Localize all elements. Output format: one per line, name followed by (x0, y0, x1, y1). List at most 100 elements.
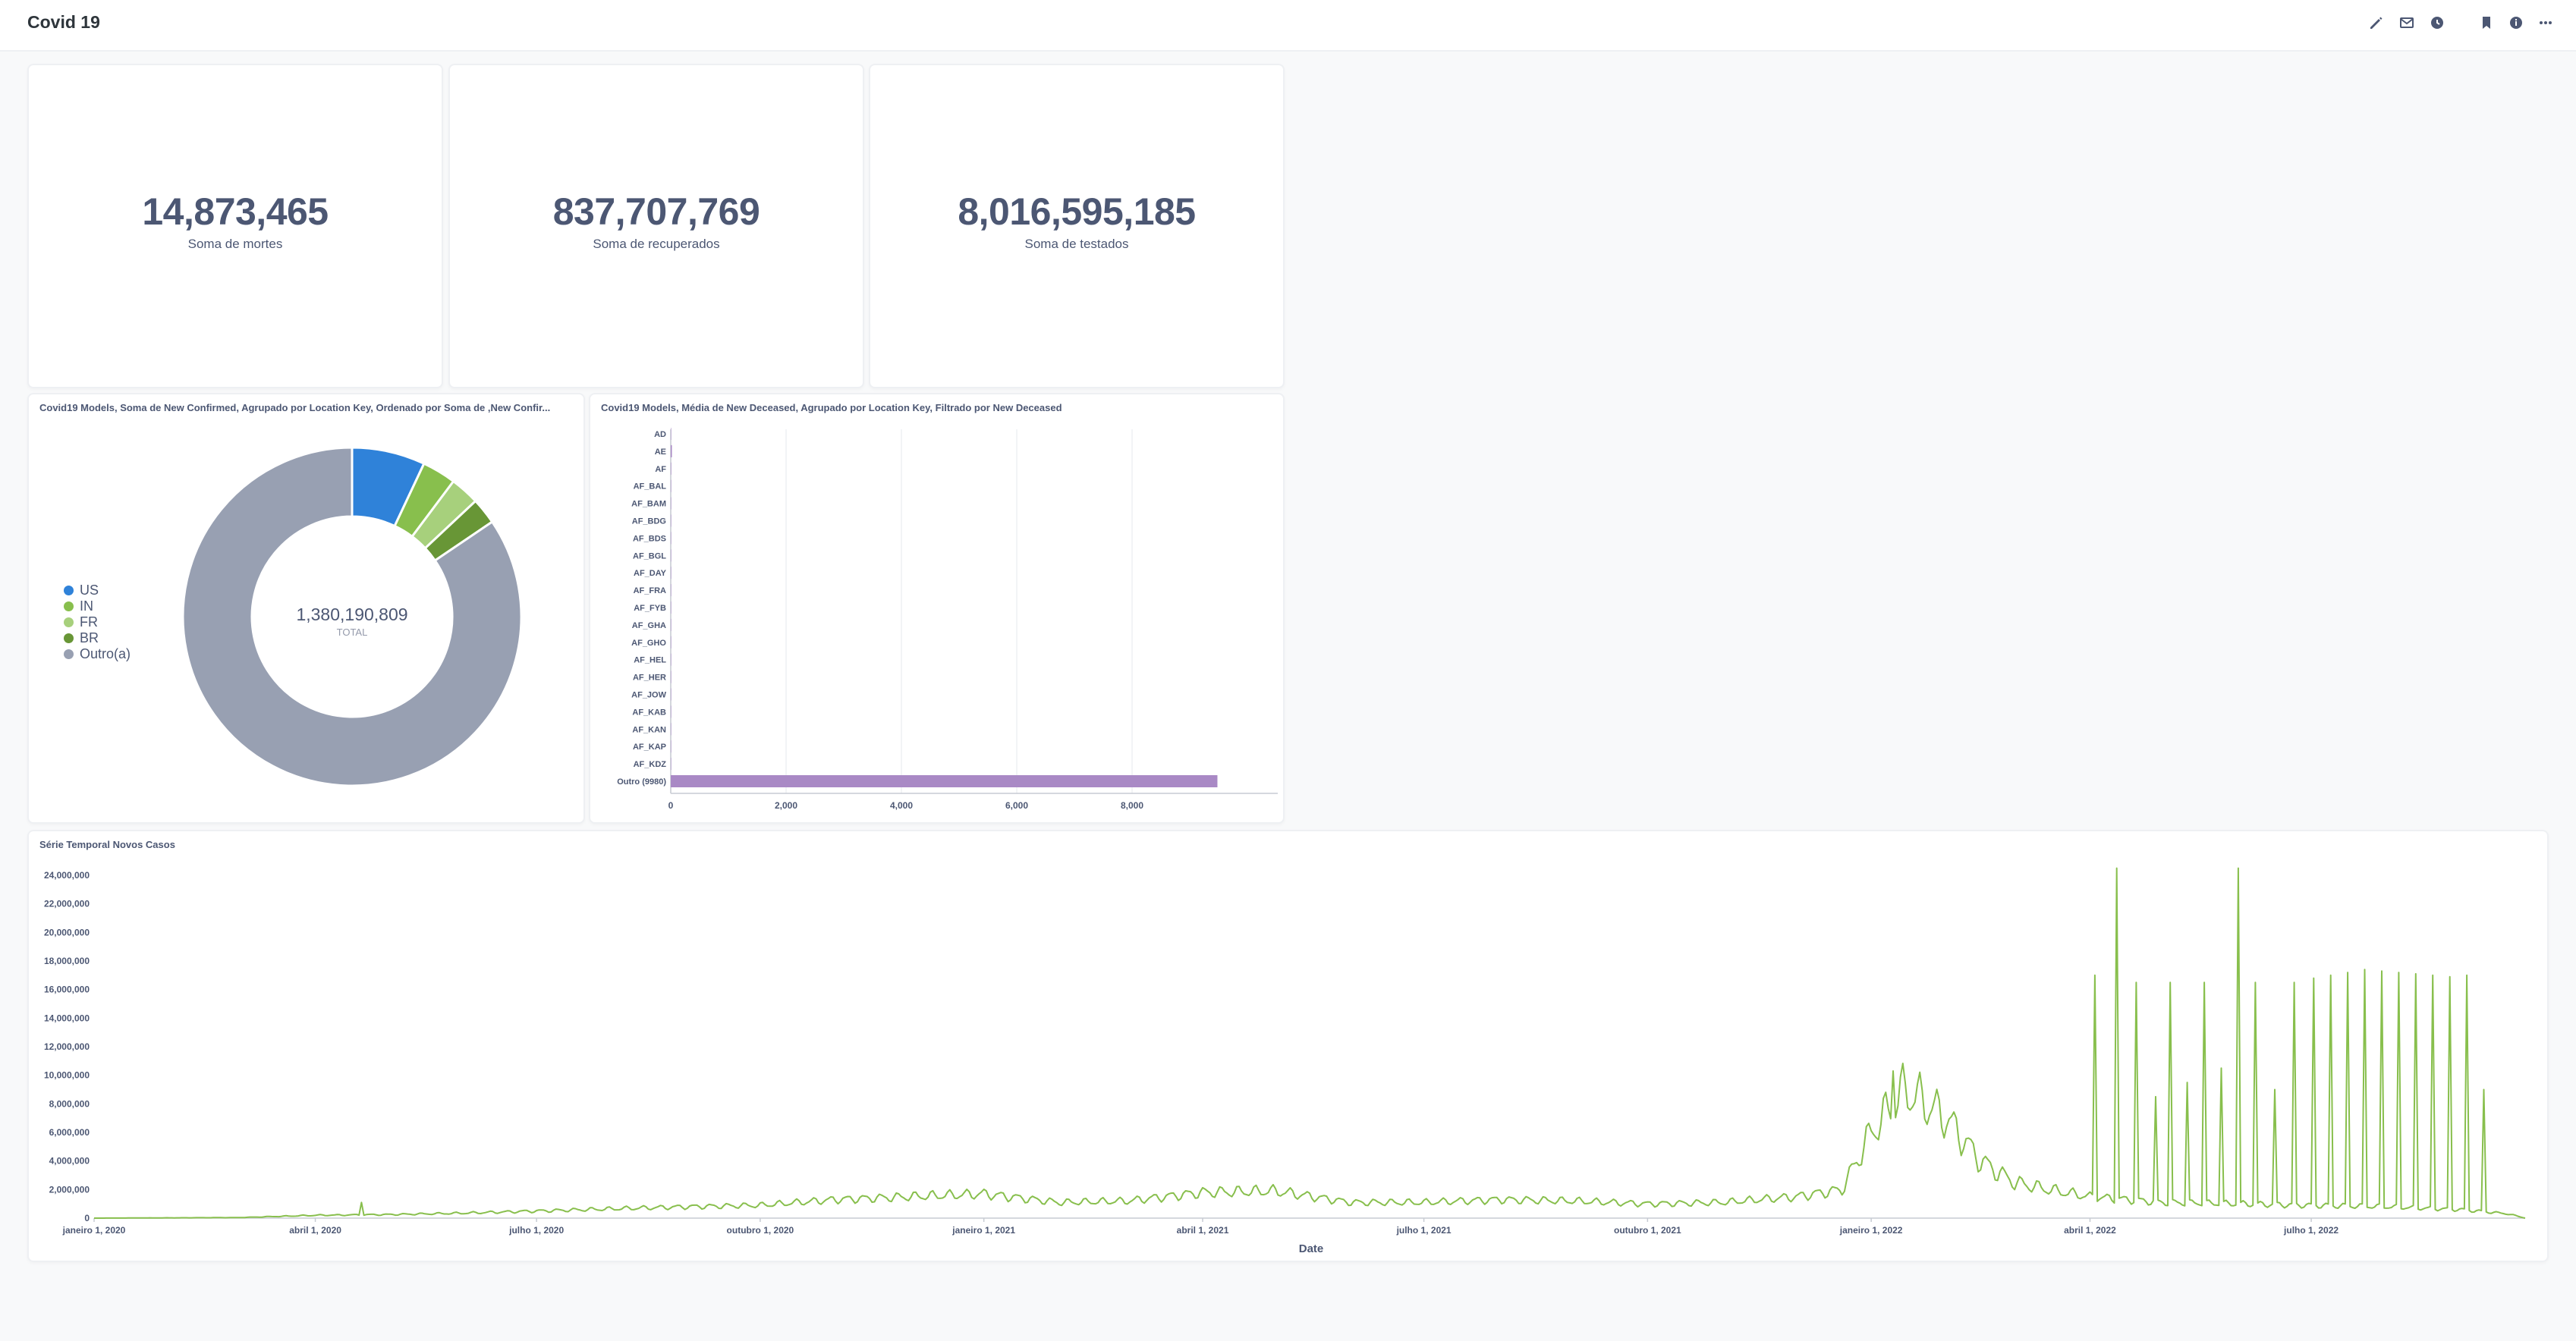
bar[interactable] (671, 775, 1218, 787)
x-tick-label: abril 1, 2020 (289, 1225, 341, 1236)
pencil-icon[interactable] (2367, 13, 2386, 33)
y-tick-label: AF_FYB (634, 604, 666, 613)
y-tick-label: AF_KDZ (634, 760, 667, 769)
y-tick-label: 14,000,000 (44, 1013, 90, 1023)
bar[interactable] (671, 497, 672, 510)
donut-chart: 1,380,190,809 TOTAL (181, 446, 523, 787)
legend-dot (64, 633, 74, 643)
more-icon[interactable] (2536, 13, 2556, 33)
legend-label: BR (80, 630, 99, 645)
y-tick-label: AF_HEL (634, 656, 666, 665)
dashboard-title: Covid 19 (27, 12, 100, 32)
x-tick-label: julho 1, 2021 (1396, 1225, 1452, 1236)
bar-card[interactable]: Covid19 Models, Média de New Deceased, A… (589, 393, 1285, 824)
legend-item[interactable]: Outro(a) (64, 646, 131, 662)
legend-item[interactable]: BR (64, 630, 131, 646)
y-tick-label: 4,000,000 (49, 1156, 90, 1167)
bar[interactable] (671, 549, 672, 562)
bar[interactable] (671, 567, 672, 579)
x-tick-label: janeiro 1, 2021 (951, 1225, 1015, 1236)
x-tick-label: abril 1, 2022 (2064, 1225, 2116, 1236)
donut-total-label: TOTAL (337, 627, 368, 638)
bar[interactable] (671, 636, 672, 649)
y-tick-label: AF_BAL (634, 482, 667, 491)
y-tick-label: AF_KAN (632, 725, 666, 734)
scalar-card-deaths[interactable]: 14,873,465 Soma de mortes (27, 64, 443, 388)
history-icon[interactable] (2427, 13, 2447, 33)
y-tick-label: AF_JOW (631, 691, 666, 700)
scalar-card-recovered[interactable]: 837,707,769 Soma de recuperados (448, 64, 864, 388)
timeseries-card-title[interactable]: Série Temporal Novos Casos (39, 839, 175, 850)
x-tick-label: 6,000 (1005, 800, 1028, 811)
legend-item[interactable]: US (64, 583, 131, 598)
bar[interactable] (671, 462, 672, 475)
y-tick-label: 6,000,000 (49, 1127, 90, 1138)
x-tick-label: janeiro 1, 2022 (1839, 1225, 1903, 1236)
x-tick-label: julho 1, 2022 (2283, 1225, 2339, 1236)
legend-dot (64, 601, 74, 611)
scalar-label: Soma de recuperados (593, 237, 720, 251)
donut-slice-outroa[interactable] (181, 446, 523, 787)
bar-card-title[interactable]: Covid19 Models, Média de New Deceased, A… (601, 402, 1062, 413)
x-tick-label: julho 1, 2020 (508, 1225, 564, 1236)
bar[interactable] (671, 653, 672, 666)
info-icon[interactable] (2506, 13, 2526, 33)
legend-dot (64, 617, 74, 627)
bar[interactable] (671, 670, 672, 683)
donut-card-title[interactable]: Covid19 Models, Soma de New Confirmed, A… (39, 402, 551, 413)
bar[interactable] (671, 601, 672, 614)
bar[interactable] (671, 584, 672, 597)
bar[interactable] (671, 740, 672, 753)
bar[interactable] (671, 723, 672, 736)
x-tick-label: 4,000 (890, 800, 913, 811)
bar[interactable] (671, 758, 672, 771)
donut-total-value: 1,380,190,809 (296, 605, 407, 624)
bar[interactable] (671, 444, 672, 457)
y-tick-label: AE (655, 448, 666, 457)
donut-legend: US IN FR BR Outro(a) (64, 583, 131, 662)
bar[interactable] (671, 688, 672, 701)
scalar-value: 837,707,769 (552, 190, 760, 233)
y-tick-label: AF_DAY (634, 569, 667, 578)
x-axis-label: Date (1299, 1242, 1324, 1255)
legend-label: FR (80, 614, 98, 630)
bar[interactable] (671, 514, 672, 527)
y-tick-label: 16,000,000 (44, 985, 90, 995)
y-tick-label: 24,000,000 (44, 870, 90, 881)
scalar-label: Soma de mortes (187, 237, 283, 251)
legend-label: Outro(a) (80, 646, 131, 661)
legend-item[interactable]: FR (64, 614, 131, 630)
x-tick-label: 2,000 (775, 800, 797, 811)
y-tick-label: 10,000,000 (44, 1070, 90, 1081)
legend-dot (64, 586, 74, 595)
y-tick-label: Outro (9980) (617, 777, 666, 787)
bar[interactable] (671, 705, 672, 718)
bar[interactable] (671, 618, 672, 631)
bookmark-icon[interactable] (2477, 13, 2496, 33)
y-tick-label: AF_FRA (634, 586, 666, 595)
bar[interactable] (671, 532, 672, 545)
subscriptions-icon[interactable] (2397, 13, 2417, 33)
bar[interactable] (671, 479, 672, 492)
y-tick-label: 12,000,000 (44, 1041, 90, 1052)
y-tick-label: 22,000,000 (44, 899, 90, 909)
x-tick-label: 8,000 (1121, 800, 1143, 811)
y-tick-label: 8,000,000 (49, 1098, 90, 1109)
series-line[interactable] (94, 867, 2526, 1219)
timeseries-card[interactable]: Série Temporal Novos Casos Date 0 2,000,0… (27, 830, 2549, 1262)
y-tick-label: AF_BDS (633, 534, 666, 543)
legend-label: IN (80, 598, 93, 614)
legend-item[interactable]: IN (64, 598, 131, 614)
y-tick-label: 18,000,000 (44, 956, 90, 966)
x-tick-label: abril 1, 2021 (1177, 1225, 1229, 1236)
y-tick-label: AF_HER (633, 674, 666, 683)
legend-label: US (80, 583, 99, 598)
donut-card[interactable]: Covid19 Models, Soma de New Confirmed, A… (27, 393, 585, 824)
bar[interactable] (671, 428, 672, 440)
y-tick-label: AF_BAM (631, 500, 666, 509)
scalar-card-tested[interactable]: 8,016,595,185 Soma de testados (869, 64, 1285, 388)
y-tick-label: AF_KAP (633, 743, 666, 752)
legend-dot (64, 649, 74, 659)
bar-chart: 0 2,000 4,000 6,000 8,000 AD AE AF AF_BAL AF_BAM A… (617, 428, 1278, 811)
y-tick-label: AF_GHO (631, 639, 666, 648)
